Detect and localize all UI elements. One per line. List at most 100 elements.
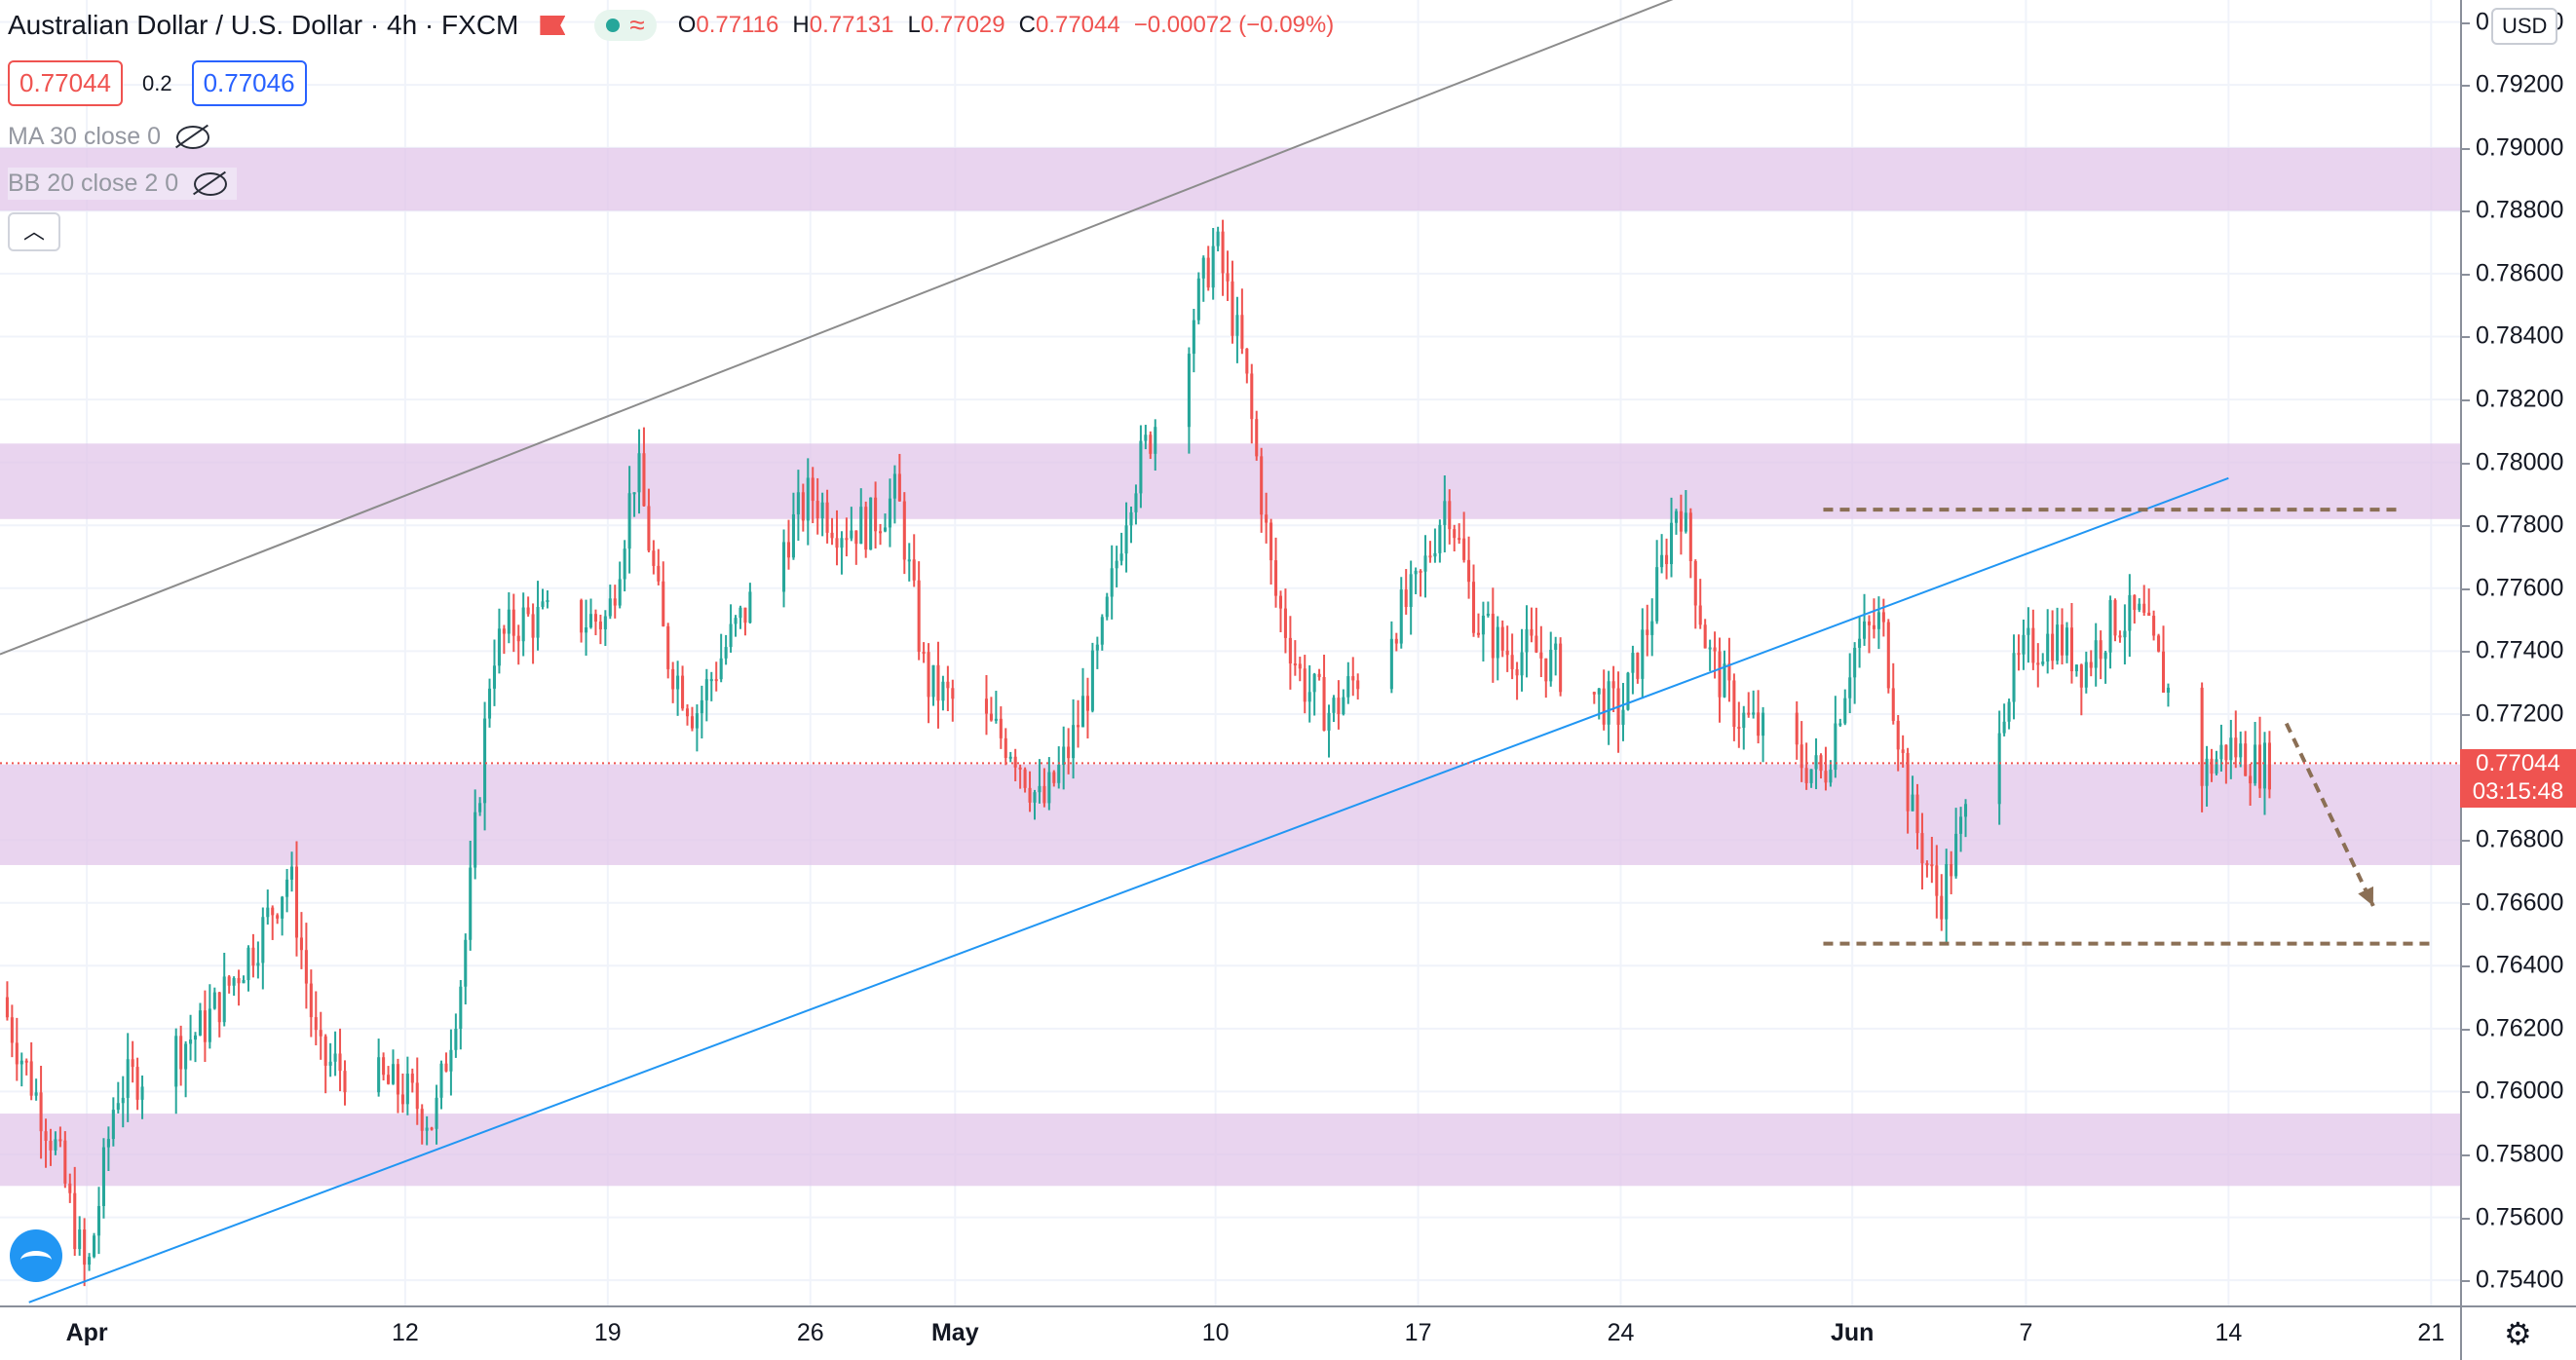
- candle-body: [1080, 696, 1085, 728]
- gear-icon[interactable]: ⚙: [2504, 1316, 2532, 1351]
- candle-body: [1829, 770, 1833, 783]
- candle-body: [338, 1053, 342, 1072]
- candle-body: [319, 1030, 322, 1037]
- collapse-legend-button[interactable]: ︿: [8, 212, 60, 251]
- candle-body: [1597, 688, 1601, 695]
- candle-body: [1867, 621, 1872, 625]
- candle-body: [483, 718, 487, 804]
- candle-body: [546, 600, 549, 603]
- currency-badge[interactable]: USD: [2491, 8, 2558, 45]
- candle-body: [1346, 676, 1350, 698]
- trade-row: 0.77044 0.2 0.77046: [8, 60, 307, 106]
- candle-body: [343, 1071, 347, 1093]
- candle-body: [845, 538, 849, 541]
- flag-icon[interactable]: [540, 16, 566, 35]
- candle-body: [2069, 627, 2073, 671]
- candle-body: [704, 679, 708, 700]
- eye-off-icon[interactable]: [176, 125, 210, 149]
- candle-body: [1269, 522, 1273, 561]
- candle-body: [994, 718, 998, 721]
- candle-body: [2257, 744, 2262, 789]
- support-resistance-zone: [0, 764, 2460, 865]
- indicator-ma[interactable]: MA 30 close 0: [8, 121, 210, 153]
- candle-body: [1631, 653, 1635, 673]
- candle-body: [1196, 278, 1200, 321]
- candle-body: [1911, 794, 1914, 812]
- candle-body: [1549, 649, 1553, 682]
- candle-body: [1525, 628, 1529, 653]
- candle-body: [39, 1092, 43, 1132]
- candle-body: [2108, 599, 2112, 653]
- candle-body: [511, 609, 515, 636]
- candle-body: [2200, 687, 2204, 786]
- candle-body: [1216, 231, 1220, 246]
- price-tick-mark: [2462, 1217, 2470, 1220]
- candle-body: [34, 1092, 38, 1096]
- time-axis[interactable]: Apr 12 19 26 May 10 17 24 Jun 7 14 21: [0, 1305, 2460, 1360]
- symbol-title[interactable]: Australian Dollar / U.S. Dollar · 4h · F…: [8, 10, 519, 40]
- candle-body: [1226, 273, 1230, 282]
- time-tick-label: 19: [593, 1319, 622, 1346]
- candle-body: [2166, 687, 2171, 693]
- candle-body: [131, 1059, 134, 1068]
- price-tick-label: 0.77400: [2476, 636, 2564, 664]
- candle-countdown: 03:15:48: [2472, 778, 2564, 806]
- time-tick-label: Jun: [1830, 1319, 1875, 1346]
- candle-body: [58, 1139, 62, 1142]
- candle-body: [2051, 633, 2055, 661]
- candle-body: [174, 1036, 178, 1087]
- candle-body: [487, 688, 492, 719]
- candle-body: [2254, 744, 2257, 784]
- candle-body: [1954, 833, 1958, 877]
- candle-body: [1327, 712, 1331, 731]
- price-tick-mark: [2462, 21, 2470, 24]
- candle-body: [1848, 677, 1852, 699]
- market-status-pill[interactable]: ≈: [594, 10, 657, 41]
- candle-body: [1906, 752, 1910, 812]
- candle-body: [1013, 756, 1017, 768]
- candle-body: [647, 506, 651, 551]
- candle-body: [1863, 621, 1867, 639]
- candle-body: [681, 675, 685, 709]
- candle-body: [208, 1008, 211, 1042]
- candle-body: [464, 939, 468, 987]
- candle-body: [19, 1060, 23, 1065]
- candle-body: [289, 866, 294, 880]
- candle-body: [1920, 833, 1924, 864]
- sell-button[interactable]: 0.77044: [8, 60, 123, 106]
- chart-plot-area[interactable]: [0, 0, 2460, 1305]
- candle-body: [469, 867, 473, 940]
- candle-body: [2157, 635, 2161, 652]
- candle-body: [907, 559, 911, 562]
- candle-body: [256, 963, 260, 966]
- candle-body: [1067, 746, 1071, 759]
- candle-body: [2113, 599, 2117, 636]
- candle-body: [49, 1140, 53, 1151]
- wave-icon: ≈: [629, 10, 645, 40]
- price-tick-mark: [2462, 85, 2470, 88]
- candle-body: [1110, 568, 1114, 597]
- candle-body: [892, 473, 896, 499]
- candle-body: [2152, 616, 2156, 636]
- candle-body: [2094, 640, 2098, 668]
- candlestick-chart[interactable]: [0, 0, 2460, 1305]
- candle-body: [781, 542, 786, 592]
- candle-body: [690, 716, 695, 729]
- candle-body: [1206, 257, 1210, 288]
- price-axis[interactable]: 0.794000.792000.790000.788000.786000.784…: [2460, 0, 2576, 1305]
- candle-body: [396, 1064, 399, 1095]
- candle-body: [1307, 692, 1311, 702]
- candle-body: [719, 658, 723, 680]
- candle-body: [825, 502, 829, 533]
- candle-body: [1901, 749, 1905, 753]
- buy-button[interactable]: 0.77046: [191, 60, 307, 106]
- eye-off-icon[interactable]: [194, 171, 228, 196]
- candle-body: [1235, 315, 1239, 336]
- candle-body: [1997, 733, 2001, 805]
- spread-value: 0.2: [141, 70, 172, 95]
- candle-body: [1650, 621, 1654, 635]
- tradingview-logo-icon[interactable]: [10, 1229, 62, 1282]
- price-tick-label: 0.76800: [2476, 825, 2564, 853]
- candle-body: [748, 591, 752, 623]
- indicator-bb[interactable]: BB 20 close 2 0: [8, 168, 238, 200]
